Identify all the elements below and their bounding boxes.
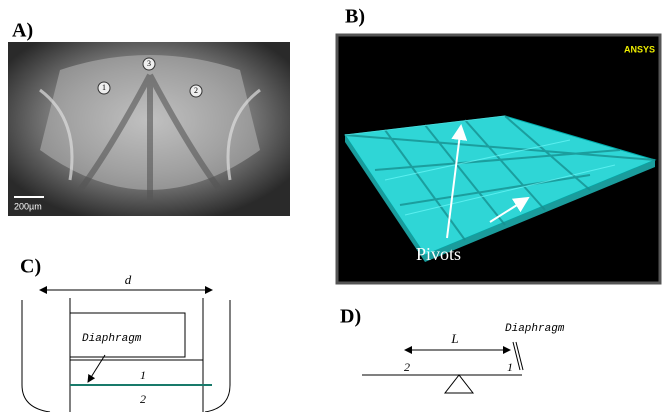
figure: A) 1 3 2 200µm B) ANSYS Pivots C) d Dia (0, 0, 669, 412)
marker: 1 (102, 83, 106, 92)
logo: ANSYS (624, 44, 655, 54)
marker: 2 (194, 86, 198, 95)
side-label: 1 (507, 360, 513, 374)
ansys-view (337, 35, 660, 283)
scale-bar: 200µm (14, 201, 42, 211)
callout: Pivots (416, 244, 461, 264)
side-label: 2 (404, 360, 410, 374)
diagram-c (22, 290, 230, 412)
panel-label: D) (340, 306, 361, 328)
region-label: 2 (140, 392, 146, 406)
diaphragm-label: Diaphragm (82, 333, 142, 345)
length-label: L (450, 331, 458, 346)
sem-image (8, 42, 290, 216)
panel-label: B) (345, 6, 365, 28)
dimension: d (125, 272, 132, 287)
region-label: 1 (140, 368, 146, 382)
panel-label: C) (20, 256, 41, 278)
marker: 3 (147, 59, 151, 68)
diagram-d (362, 342, 523, 393)
diaphragm-label: Diaphragm (505, 323, 565, 335)
panel-label: A) (12, 20, 33, 42)
